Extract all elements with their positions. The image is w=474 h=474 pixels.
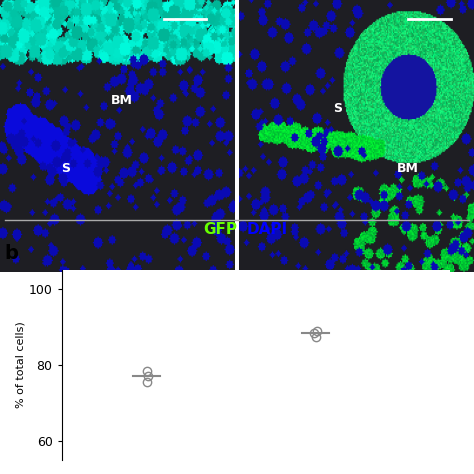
Text: S: S xyxy=(333,102,342,116)
Text: b: b xyxy=(5,244,18,263)
Text: GFP: GFP xyxy=(203,222,237,237)
Text: S: S xyxy=(61,162,70,175)
Text: BM: BM xyxy=(397,162,419,175)
Text: BM: BM xyxy=(111,94,133,107)
Text: DAPI: DAPI xyxy=(246,222,288,237)
Y-axis label: % of total cells): % of total cells) xyxy=(16,321,26,409)
